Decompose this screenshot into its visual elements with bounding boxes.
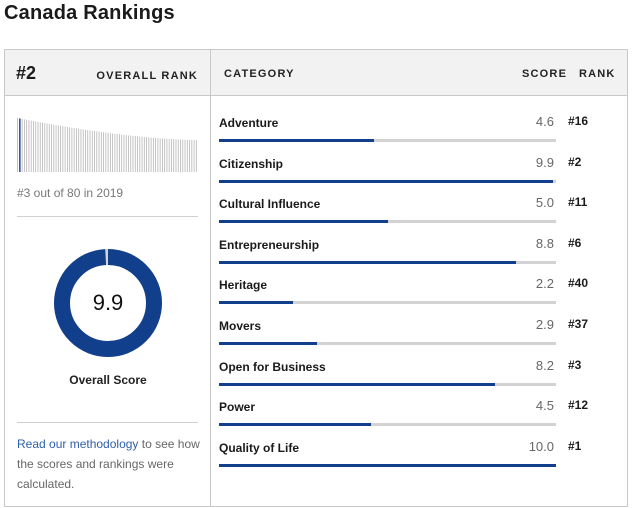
score-bar-fill (219, 463, 556, 467)
category-name: Entrepreneurship (219, 237, 320, 252)
score-bar-fill (219, 260, 516, 264)
category-score: 2.2 (535, 276, 554, 292)
overall-rank-number: #2 (16, 63, 37, 83)
rank-history-sparkline (17, 118, 197, 172)
category-row: Quality of Life 10.0 #1 (219, 429, 619, 469)
category-table-header: CATEGORY SCORE RANK (211, 50, 627, 96)
category-rank: #40 (568, 276, 589, 291)
score-bar-fill (219, 342, 317, 345)
header-rank: RANK (579, 68, 616, 80)
score-bar-track (219, 139, 556, 142)
category-rank: #3 (568, 357, 582, 372)
overall-rank-header: #2 OVERALL RANK (5, 50, 211, 96)
score-bar-fill (219, 423, 371, 427)
category-score: 4.5 (535, 398, 554, 414)
score-bar-fill (219, 139, 375, 142)
category-name: Movers (219, 319, 262, 333)
category-name: Cultural Influence (219, 197, 321, 212)
category-name: Open for Business (219, 359, 326, 374)
category-rank: #11 (568, 195, 588, 210)
divider (17, 216, 198, 217)
score-bar-fill (219, 220, 388, 224)
header-category: CATEGORY (224, 68, 295, 80)
score-bar-track (219, 260, 556, 264)
score-bar-track (219, 423, 556, 427)
category-row: Entrepreneurship 8.8 #6 (219, 226, 619, 266)
overall-score-donut (54, 249, 162, 357)
category-rank: #37 (568, 317, 589, 331)
category-name: Citizenship (219, 156, 284, 171)
overall-score-value: 9.9 (92, 290, 124, 315)
overall-score-label: Overall Score (69, 373, 147, 387)
category-rank: #12 (568, 398, 589, 413)
overall-rank-label: OVERALL RANK (96, 70, 198, 82)
divider (17, 422, 198, 423)
score-bar-track (219, 463, 556, 467)
overall-panel: #3 out of 80 in 2019 9.9 Overall Score R… (5, 96, 211, 507)
page-title: Canada Rankings (4, 2, 175, 24)
score-bar-track (219, 220, 556, 224)
category-name: Adventure (219, 116, 279, 130)
previous-rank-caption: #3 out of 80 in 2019 (17, 186, 124, 200)
score-bar-fill (219, 382, 496, 386)
category-score: 8.8 (535, 235, 554, 251)
score-bar-track (219, 179, 556, 183)
header-score: SCORE (522, 68, 568, 80)
category-score: 8.2 (535, 357, 554, 373)
score-bar-track (219, 382, 556, 386)
category-rank: #2 (568, 154, 582, 169)
score-bar-track (219, 342, 556, 345)
methodology-text: to see how the scores and rankings were … (17, 437, 200, 491)
category-row: Movers 2.9 #37 (219, 307, 619, 347)
category-score: 9.9 (535, 154, 554, 170)
category-row: Adventure 4.6 #16 (219, 104, 619, 144)
methodology-link[interactable]: Read our methodology (17, 437, 139, 451)
category-rank: #16 (568, 114, 589, 128)
category-row: Power 4.5 #12 (219, 388, 619, 428)
score-bar-fill (219, 179, 553, 183)
category-row: Citizenship 9.9 #2 (219, 145, 619, 185)
rankings-card: #2 OVERALL RANK #3 out of 80 in 2019 9.9… (4, 49, 628, 507)
score-bar-track (219, 301, 556, 305)
category-rank: #6 (568, 235, 582, 250)
category-score: 4.6 (535, 114, 554, 129)
category-score: 5.0 (535, 195, 554, 211)
category-row: Open for Business 8.2 #3 (219, 348, 619, 388)
category-name: Power (219, 400, 256, 415)
category-score: 2.9 (535, 317, 554, 332)
category-row: Cultural Influence 5.0 #11 (219, 185, 619, 225)
category-score: 10.0 (528, 438, 554, 454)
score-bar-fill (219, 301, 294, 305)
category-row: Heritage 2.2 #40 (219, 266, 619, 306)
donut-arc (54, 249, 162, 357)
category-name: Quality of Life (219, 440, 300, 455)
category-name: Heritage (219, 278, 268, 293)
methodology-note: Read our methodology to see how the scor… (17, 434, 205, 494)
category-rank: #1 (568, 438, 582, 453)
